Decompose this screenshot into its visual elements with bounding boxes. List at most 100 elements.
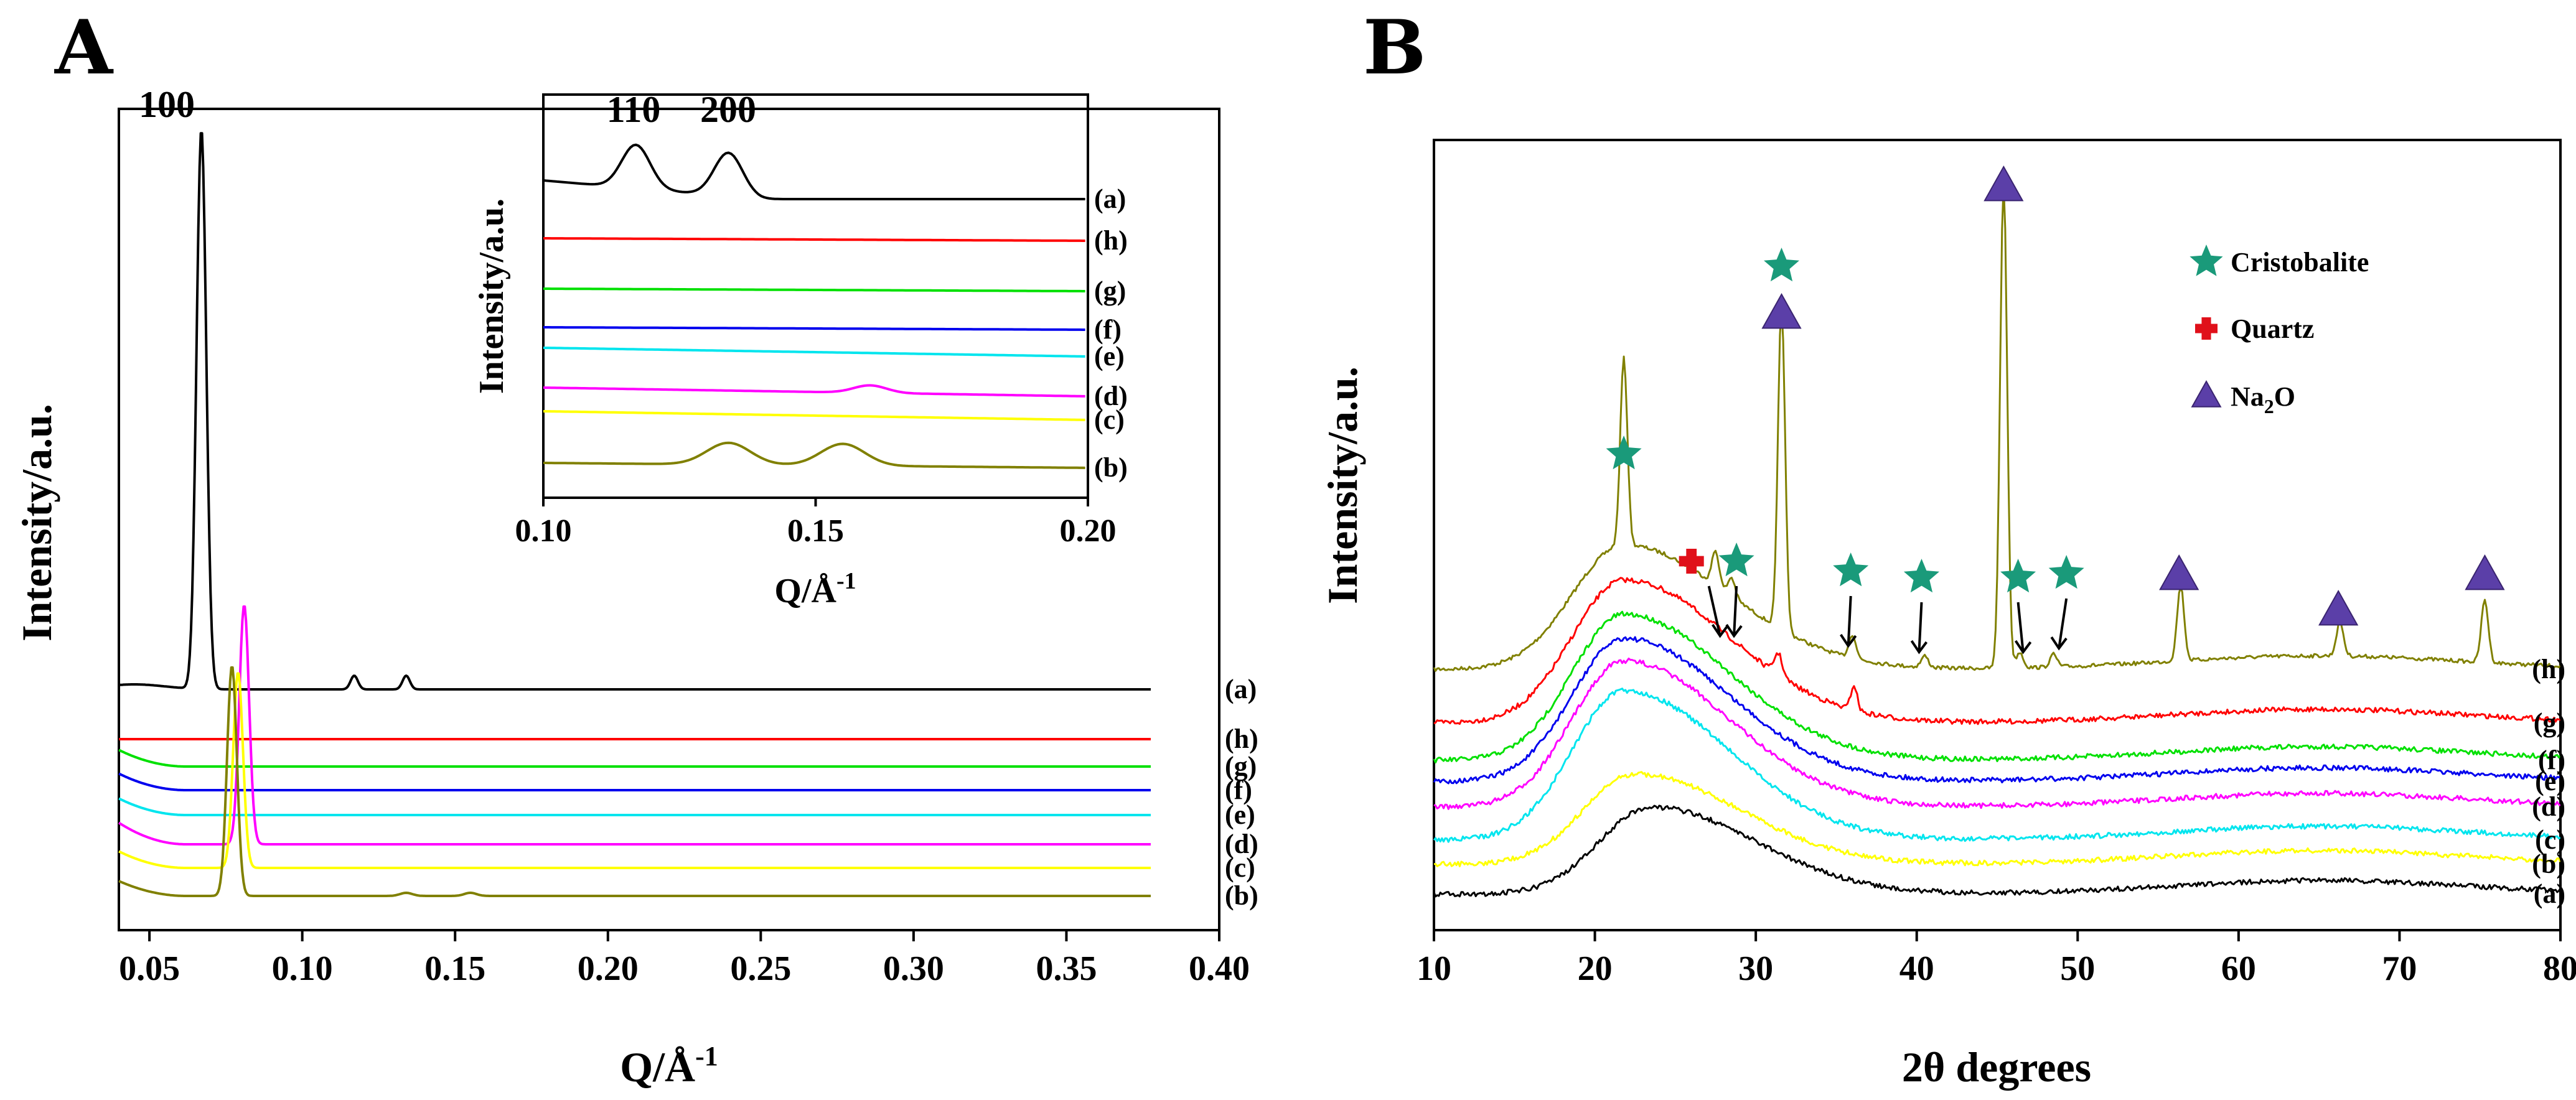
peak-arrowhead-icon (1910, 640, 1928, 655)
panel-b-series-g-line (1433, 577, 2561, 725)
panel-b-series-f-line (1433, 610, 2562, 763)
inset-series-f-line (543, 326, 1085, 331)
inset-series-label: (a) (1094, 184, 1126, 214)
inset-series-b-line (543, 441, 1085, 469)
panel-a-plot-frame (118, 108, 1220, 931)
panel-b-x-tick-label: 20 (1578, 949, 1613, 988)
panel-b-series-label: (g) (2534, 707, 2565, 738)
panel-a-inset: 0.10 0.15 0.20 (a) (h) (g) (f)(e) (d)(c) (b) 11… (472, 89, 1128, 610)
panel-b-series-labels: (h) (g) (f)(e)(d)(c)(b)(a) (2532, 654, 2565, 909)
inset-series-h-line (543, 237, 1085, 242)
phase-marker-triangle-icon (1984, 165, 2024, 202)
panel-a-x-tick-label: 0.10 (272, 949, 333, 988)
panel-a-series-label: (h) (1225, 724, 1258, 754)
panel-a-series-g-line (118, 748, 1151, 768)
phase-marker-star-icon (2048, 555, 2084, 589)
inset-series-label: (f) (1094, 314, 1122, 345)
panel-b-x-tick-label: 60 (2221, 949, 2256, 988)
panel-b-legend: Cristobalite Quartz Na2O (2190, 245, 2369, 417)
panel-b-series-label: (a) (2534, 879, 2565, 909)
panel-a-x-axis-label-sup: -1 (695, 1041, 718, 1071)
panel-b-x-tick-label: 50 (2060, 949, 2095, 988)
panel-a-x-tick-label: 0.05 (119, 949, 180, 988)
panel-b-phase-markers (1606, 165, 2505, 655)
panel-a: A 0.05 0.10 0.15 0.20 0.25 0.30 0.35 0.40 (a) (h… (13, 4, 1258, 1091)
panel-b-series-label: (h) (2532, 654, 2565, 684)
panel-a-series-f-line (118, 772, 1151, 791)
panel-b: B 10 20 30 40 50 60 70 80 (h) (g) (f)(e)(d)(c)(b)… (1319, 4, 2576, 1091)
legend-label: Cristobalite (2231, 247, 2369, 277)
panel-a-curves (118, 132, 1151, 897)
panel-b-series-a-line (1433, 804, 2562, 898)
panel-b-series-label: (b) (2532, 849, 2565, 879)
panel-b-x-axis-label: 2θ degrees (1902, 1043, 2091, 1091)
panel-b-x-tick-label: 40 (1899, 949, 1934, 988)
inset-series-e-line (543, 347, 1085, 358)
panel-b-letter: B (1363, 4, 1426, 91)
inset-series-a-line (543, 143, 1085, 200)
panel-a-letter: A (54, 4, 114, 91)
panel-a-series-label: (b) (1225, 880, 1258, 911)
inset-curves (543, 143, 1085, 469)
phase-marker-star-icon (2000, 559, 2036, 593)
inset-series-labels: (a) (h) (g) (f)(e) (d)(c) (b) (1094, 184, 1128, 483)
inset-series-label: (d) (1094, 381, 1128, 411)
panel-a-x-tick-label: 0.35 (1036, 949, 1097, 988)
panel-b-x-tick-label: 80 (2543, 949, 2576, 988)
inset-peak-110-label: 110 (607, 89, 661, 130)
inset-series-label: (g) (1094, 276, 1126, 306)
phase-marker-star-icon (1764, 248, 1799, 282)
panel-b-series-label: (d) (2532, 791, 2565, 822)
inset-x-tick-label: 0.10 (515, 513, 572, 549)
inset-series-d-line (543, 384, 1085, 398)
inset-x-axis-label: Q/Å-1 (774, 568, 856, 610)
panel-a-series-b-line (118, 666, 1151, 897)
panel-a-x-tick-label: 0.40 (1189, 949, 1250, 988)
panel-a-peak-100-label: 100 (139, 84, 195, 125)
legend-triangle-icon (2191, 380, 2222, 408)
panel-b-series-b-line (1433, 771, 2562, 867)
inset-series-label: (c) (1094, 404, 1125, 435)
phase-marker-triangle-icon (2465, 554, 2505, 590)
legend-label: Quartz (2231, 314, 2314, 344)
panel-b-series-label: (e) (2535, 766, 2565, 796)
panel-b-x-tick-label: 30 (1738, 949, 1773, 988)
panel-a-series-label: (f) (1225, 775, 1252, 805)
inset-series-c-line (543, 410, 1085, 421)
inset-x-axis-label-main: Q/Å (774, 572, 836, 610)
phase-marker-star-icon (1606, 436, 1642, 470)
panel-a-series-label: (e) (1225, 799, 1255, 830)
peak-arrow-icon (1733, 585, 1738, 636)
inset-series-label: (h) (1094, 225, 1128, 256)
inset-x-tick-label: 0.15 (787, 513, 844, 549)
legend-label: Na2O (2231, 381, 2295, 417)
inset-x-axis-label-sup: -1 (836, 568, 856, 594)
panel-a-x-axis-label-main: Q/Å (620, 1043, 695, 1091)
legend-star-icon (2190, 245, 2223, 276)
peak-arrow-icon (1918, 602, 1923, 653)
panel-b-x-tick-label: 70 (2382, 949, 2417, 988)
peak-arrow-icon (2058, 598, 2068, 649)
panel-b-curves (1433, 183, 2562, 898)
panel-b-series-d-line (1433, 658, 2561, 810)
panel-a-x-tick-label: 0.30 (883, 949, 944, 988)
phase-marker-cross-icon (1679, 549, 1704, 574)
panel-b-x-tick-label: 10 (1417, 949, 1451, 988)
legend-cross-icon (2195, 317, 2218, 340)
panel-a-x-tick-label: 0.15 (424, 949, 485, 988)
peak-arrow-icon (1847, 595, 1852, 646)
panel-a-x-axis-label: Q/Å-1 (620, 1041, 718, 1091)
panel-b-series-h-line (1433, 183, 2562, 672)
panel-a-series-label: (c) (1225, 852, 1255, 883)
panel-a-series-label: (a) (1225, 674, 1257, 704)
inset-series-label: (e) (1094, 341, 1125, 371)
peak-arrowhead-icon (1712, 623, 1729, 638)
panel-a-series-labels: (a) (h)(g)(f)(e)(d)(c)(b) (1225, 674, 1258, 911)
peak-arrowhead-icon (1725, 623, 1743, 638)
panel-b-series-label: (f) (2538, 745, 2565, 775)
peak-arrowhead-icon (2050, 636, 2068, 651)
phase-marker-triangle-icon (1761, 292, 1802, 329)
phase-marker-triangle-icon (2159, 554, 2199, 590)
inset-series-g-line (543, 287, 1085, 292)
